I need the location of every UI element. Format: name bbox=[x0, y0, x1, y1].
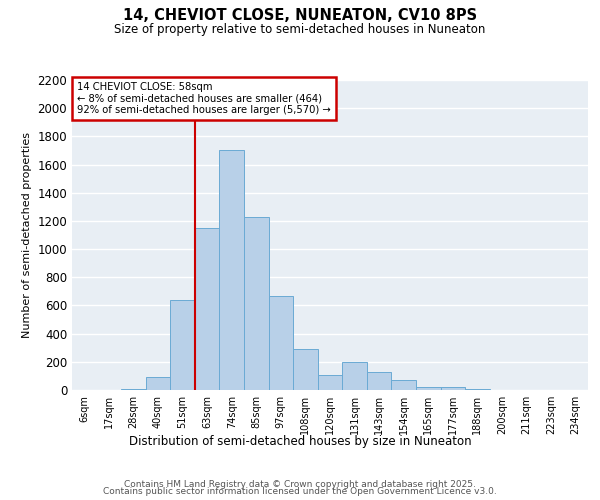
Bar bbox=[269, 296, 293, 390]
Text: 14 CHEVIOT CLOSE: 58sqm
← 8% of semi-detached houses are smaller (464)
92% of se: 14 CHEVIOT CLOSE: 58sqm ← 8% of semi-det… bbox=[77, 82, 331, 115]
Bar bbox=[170, 300, 195, 390]
Bar bbox=[318, 374, 342, 390]
Bar bbox=[440, 387, 465, 390]
Bar bbox=[146, 378, 170, 390]
Bar bbox=[416, 387, 440, 390]
Text: 14, CHEVIOT CLOSE, NUNEATON, CV10 8PS: 14, CHEVIOT CLOSE, NUNEATON, CV10 8PS bbox=[123, 8, 477, 22]
Y-axis label: Number of semi-detached properties: Number of semi-detached properties bbox=[22, 132, 32, 338]
Bar bbox=[367, 372, 391, 390]
Bar bbox=[195, 228, 220, 390]
Bar bbox=[465, 388, 490, 390]
Bar bbox=[293, 349, 318, 390]
Text: Contains HM Land Registry data © Crown copyright and database right 2025.: Contains HM Land Registry data © Crown c… bbox=[124, 480, 476, 489]
Text: Contains public sector information licensed under the Open Government Licence v3: Contains public sector information licen… bbox=[103, 488, 497, 496]
Bar bbox=[220, 150, 244, 390]
Text: Size of property relative to semi-detached houses in Nuneaton: Size of property relative to semi-detach… bbox=[115, 22, 485, 36]
Bar bbox=[391, 380, 416, 390]
Bar bbox=[342, 362, 367, 390]
Bar bbox=[244, 216, 269, 390]
Text: Distribution of semi-detached houses by size in Nuneaton: Distribution of semi-detached houses by … bbox=[128, 435, 472, 448]
